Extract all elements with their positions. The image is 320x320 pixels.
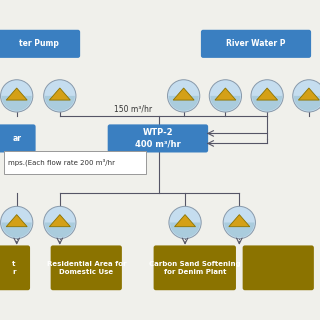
Circle shape xyxy=(169,206,201,239)
Text: t
r: t r xyxy=(12,261,16,275)
FancyBboxPatch shape xyxy=(201,30,311,58)
Polygon shape xyxy=(49,215,70,227)
Wedge shape xyxy=(252,96,282,111)
Polygon shape xyxy=(173,88,194,100)
Text: Carbon Sand Softening
for Denim Plant: Carbon Sand Softening for Denim Plant xyxy=(149,261,241,275)
Polygon shape xyxy=(6,88,27,100)
Polygon shape xyxy=(49,88,70,100)
Text: WTP-2
400 m³/hr: WTP-2 400 m³/hr xyxy=(135,128,181,148)
Circle shape xyxy=(44,206,76,239)
Wedge shape xyxy=(210,96,240,111)
Wedge shape xyxy=(170,222,200,237)
Text: ter Pump: ter Pump xyxy=(19,39,59,48)
FancyBboxPatch shape xyxy=(0,30,80,58)
Polygon shape xyxy=(174,215,196,227)
Polygon shape xyxy=(215,88,236,100)
Wedge shape xyxy=(169,96,199,111)
FancyBboxPatch shape xyxy=(51,245,122,290)
FancyBboxPatch shape xyxy=(0,245,30,290)
Text: ar: ar xyxy=(12,134,21,143)
Polygon shape xyxy=(229,215,250,227)
Text: River Water P: River Water P xyxy=(226,39,286,48)
Wedge shape xyxy=(294,96,320,111)
FancyBboxPatch shape xyxy=(108,124,208,153)
Wedge shape xyxy=(2,222,32,237)
FancyBboxPatch shape xyxy=(0,124,36,153)
Wedge shape xyxy=(45,222,75,237)
Circle shape xyxy=(1,206,33,239)
FancyBboxPatch shape xyxy=(154,245,236,290)
Circle shape xyxy=(1,80,33,112)
Circle shape xyxy=(251,80,283,112)
Text: mps.(Each flow rate 200 m³/hr: mps.(Each flow rate 200 m³/hr xyxy=(8,159,115,166)
Circle shape xyxy=(223,206,255,239)
Text: 150 m³/hr: 150 m³/hr xyxy=(114,104,152,113)
Polygon shape xyxy=(257,88,278,100)
Circle shape xyxy=(209,80,242,112)
Polygon shape xyxy=(6,215,27,227)
Wedge shape xyxy=(224,222,254,237)
Circle shape xyxy=(44,80,76,112)
Circle shape xyxy=(293,80,320,112)
FancyBboxPatch shape xyxy=(4,151,146,174)
Circle shape xyxy=(167,80,200,112)
Text: Residential Area for
Domestic Use: Residential Area for Domestic Use xyxy=(46,261,126,275)
FancyBboxPatch shape xyxy=(243,245,314,290)
Polygon shape xyxy=(298,88,319,100)
Wedge shape xyxy=(45,96,75,111)
Wedge shape xyxy=(2,96,32,111)
